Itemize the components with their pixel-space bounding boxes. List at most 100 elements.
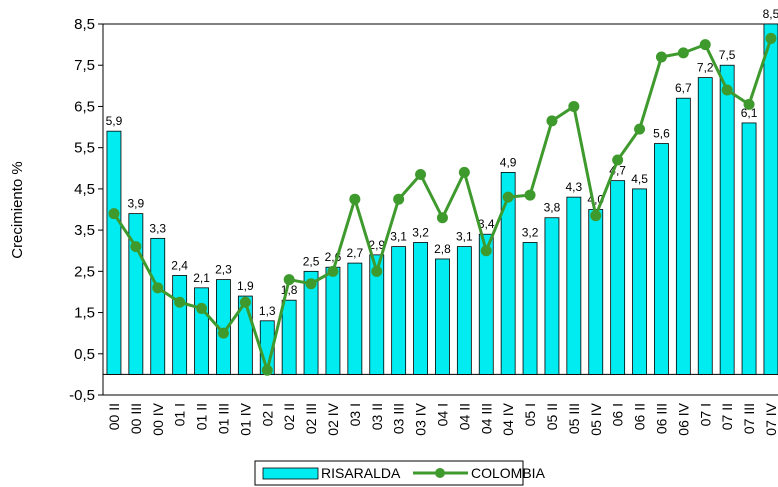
value-label: 3,1 xyxy=(456,230,473,244)
value-label: 2,1 xyxy=(193,271,210,285)
legend-swatch xyxy=(262,467,319,480)
bar xyxy=(413,242,428,375)
marker xyxy=(590,210,602,222)
marker xyxy=(480,245,492,257)
marker xyxy=(612,154,624,166)
y-tick-label: 3,5 xyxy=(74,222,95,239)
x-tick-label: 05 III xyxy=(566,403,582,434)
x-tick-label: 07 IV xyxy=(763,402,778,435)
value-label: 7,5 xyxy=(719,48,736,62)
value-label: 3,2 xyxy=(522,225,539,239)
value-label: 2,4 xyxy=(171,258,188,272)
x-tick-label: 02 II xyxy=(281,403,297,430)
value-label: 3,8 xyxy=(544,201,561,215)
marker xyxy=(458,166,470,178)
marker xyxy=(327,265,339,277)
x-tick-label: 01 I xyxy=(172,403,188,426)
x-tick-label: 03 I xyxy=(347,403,363,426)
marker xyxy=(524,189,536,201)
x-tick-label: 01 IV xyxy=(237,402,253,435)
x-tick-label: 06 III xyxy=(653,403,669,434)
marker xyxy=(283,274,295,286)
marker xyxy=(371,265,383,277)
x-tick-label: 04 II xyxy=(456,403,472,430)
bar xyxy=(478,233,494,375)
x-tick-label: 03 III xyxy=(391,403,407,434)
x-tick-label: 05 I xyxy=(522,403,538,426)
value-label: 3,3 xyxy=(149,221,166,235)
value-label: 1,9 xyxy=(237,279,254,293)
x-tick-label: 00 II xyxy=(106,403,122,430)
bar xyxy=(369,254,385,375)
marker xyxy=(349,193,361,205)
x-tick-label: 03 II xyxy=(369,403,385,430)
y-tick-label: 0,5 xyxy=(74,346,95,363)
value-label: 5,9 xyxy=(106,114,123,128)
bar xyxy=(391,246,407,375)
value-label: 3,9 xyxy=(128,197,145,211)
y-tick-label: 7,5 xyxy=(74,57,95,74)
marker xyxy=(108,208,120,220)
value-label: 6,1 xyxy=(741,106,758,120)
bar xyxy=(347,262,363,375)
bar xyxy=(106,130,122,375)
x-tick-label: 03 IV xyxy=(413,402,429,435)
x-tick-label: 07 II xyxy=(719,403,735,430)
marker xyxy=(393,193,405,205)
x-tick-label: 01 III xyxy=(215,403,231,434)
x-tick-label: 02 IV xyxy=(325,402,341,435)
bar xyxy=(281,299,297,375)
marker xyxy=(677,47,689,59)
bar xyxy=(456,246,472,375)
y-tick-label: -0,5 xyxy=(69,387,95,404)
value-label: 4,5 xyxy=(631,172,648,186)
x-tick-label: 02 I xyxy=(259,403,275,426)
value-label: 5,6 xyxy=(653,127,670,141)
marker xyxy=(721,84,733,96)
marker xyxy=(765,32,777,44)
marker xyxy=(502,191,514,203)
marker xyxy=(217,327,229,339)
y-tick-label: 4,5 xyxy=(74,181,95,198)
value-label: 8,5 xyxy=(763,7,778,21)
legend-marker xyxy=(435,468,445,478)
bar xyxy=(763,23,778,375)
value-label: 2,9 xyxy=(368,238,385,252)
x-tick-label: 04 IV xyxy=(500,402,516,435)
x-tick-label: 06 IV xyxy=(675,402,691,435)
bar xyxy=(632,188,647,375)
marker xyxy=(436,212,448,224)
bar xyxy=(500,171,516,375)
marker xyxy=(415,168,427,180)
marker xyxy=(546,115,558,127)
x-tick-label: 06 II xyxy=(632,403,648,430)
value-label: 1,3 xyxy=(259,304,276,318)
y-tick-label: 1,5 xyxy=(74,305,95,322)
marker xyxy=(699,39,711,51)
y-tick-label: 8,5 xyxy=(74,16,95,33)
x-tick-label: 02 III xyxy=(303,403,319,434)
legend-label: RISARALDA xyxy=(321,465,401,481)
bar xyxy=(544,217,560,375)
x-tick-label: 04 III xyxy=(478,403,494,434)
value-label: 2,5 xyxy=(303,254,320,268)
plot-frame xyxy=(102,23,778,396)
bar xyxy=(522,242,538,375)
bar xyxy=(325,266,341,375)
x-tick-label: 00 IV xyxy=(150,402,166,435)
legend-label: COLOMBIA xyxy=(471,465,546,481)
marker xyxy=(239,296,251,308)
value-label: 4,9 xyxy=(500,155,517,169)
bar xyxy=(719,64,735,375)
x-tick-label: 04 I xyxy=(434,403,450,426)
value-label: 6,7 xyxy=(675,81,692,95)
bar xyxy=(150,237,166,375)
x-tick-label: 07 III xyxy=(741,403,757,434)
marker xyxy=(743,98,755,110)
bar xyxy=(675,97,691,375)
bar xyxy=(588,209,604,375)
value-label: 7,2 xyxy=(697,61,714,75)
marker xyxy=(655,51,667,63)
marker xyxy=(152,282,164,294)
